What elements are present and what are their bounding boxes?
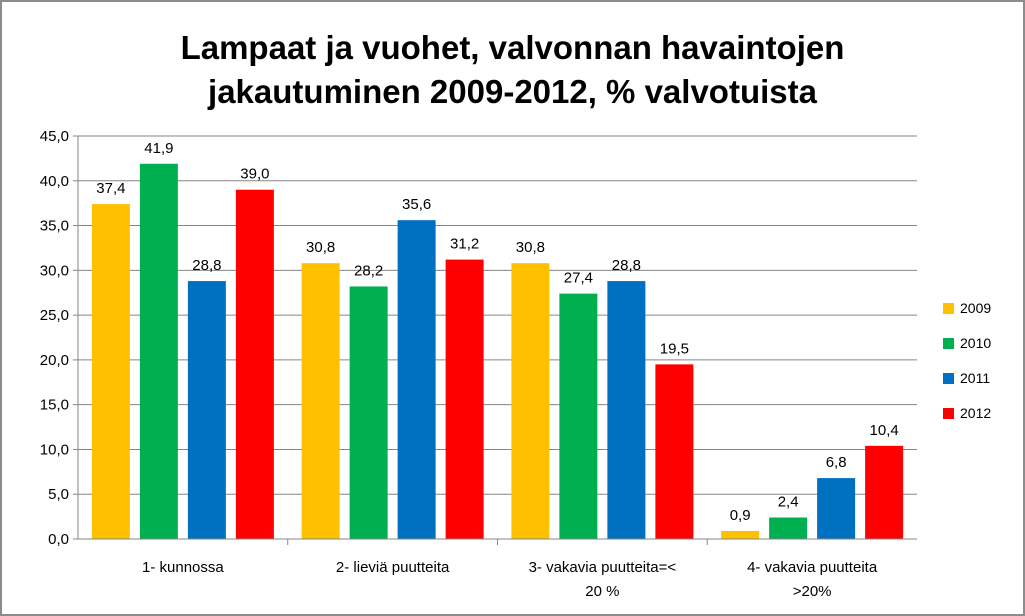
x-category-label: 4- vakavia puutteita	[747, 559, 878, 576]
chart-title: Lampaat ja vuohet, valvonnan havaintojen…	[2, 26, 1023, 114]
bar-2009-cat-3	[511, 263, 550, 539]
bar-2010-cat-2	[349, 286, 388, 539]
bar-2009-cat-4	[721, 530, 760, 539]
x-category-label: 20 %	[585, 583, 619, 600]
y-tick-label: 20,0	[40, 352, 69, 369]
y-tick-label: 30,0	[40, 262, 69, 279]
legend-swatch	[943, 407, 954, 419]
data-label: 35,6	[402, 196, 431, 213]
legend-item-2009: 2009	[943, 298, 991, 318]
data-label: 39,0	[240, 166, 269, 183]
bar-2009-cat-1	[91, 204, 130, 539]
y-tick-label: 15,0	[40, 397, 69, 414]
data-label: 10,4	[870, 422, 899, 439]
bar-2011-cat-4	[817, 478, 856, 539]
data-label: 41,9	[144, 140, 173, 157]
legend-label: 2009	[960, 300, 992, 316]
bar-2012-cat-2	[445, 259, 484, 539]
legend-label: 2011	[960, 370, 991, 386]
data-label: 19,5	[660, 340, 689, 357]
x-category-label: 2- lieviä puutteita	[336, 559, 450, 576]
legend-item-2011: 2011	[943, 368, 990, 388]
y-tick-label: 0,0	[48, 531, 69, 548]
bar-2011-cat-2	[397, 220, 436, 539]
data-label: 31,2	[450, 236, 479, 253]
data-label: 27,4	[564, 270, 593, 287]
bar-2010-cat-3	[559, 293, 598, 539]
bar-2010-cat-1	[139, 163, 178, 540]
y-tick-label: 10,0	[40, 441, 69, 458]
y-tick-label: 25,0	[40, 307, 69, 324]
data-label: 28,8	[612, 257, 641, 274]
bar-2012-cat-3	[655, 364, 694, 539]
x-category-label: >20%	[793, 583, 832, 600]
legend-item-2012: 2012	[943, 403, 991, 423]
data-label: 37,4	[96, 180, 125, 197]
y-tick-label: 5,0	[48, 486, 69, 503]
chart-title-line-1: Lampaat ja vuohet, valvonnan havaintojen	[180, 29, 845, 66]
bar-2012-cat-1	[235, 189, 274, 539]
y-tick-label: 35,0	[40, 218, 69, 235]
legend-swatch	[943, 337, 954, 349]
data-label: 28,2	[354, 262, 383, 279]
legend-label: 2010	[960, 335, 992, 351]
legend-swatch	[943, 372, 954, 384]
legend-swatch	[943, 302, 954, 314]
data-label: 6,8	[826, 454, 847, 471]
chart-title-line-2: jakautuminen 2009-2012, % valvotuista	[208, 73, 817, 110]
data-label: 2,4	[778, 494, 799, 511]
data-label: 30,8	[306, 239, 335, 256]
data-label: 30,8	[516, 239, 545, 256]
x-category-label: 1- kunnossa	[142, 559, 224, 576]
data-label: 0,9	[730, 507, 751, 524]
bar-2012-cat-4	[865, 445, 904, 539]
legend-item-2010: 2010	[943, 333, 991, 353]
bar-2009-cat-2	[301, 263, 340, 539]
bar-2010-cat-4	[769, 517, 808, 539]
legend-label: 2012	[960, 405, 992, 421]
bar-2011-cat-3	[607, 281, 646, 539]
y-tick-label: 45,0	[40, 128, 69, 145]
data-label: 28,8	[192, 257, 221, 274]
bar-2011-cat-1	[187, 281, 226, 539]
y-tick-label: 40,0	[40, 173, 69, 190]
x-category-label: 3- vakavia puutteita=<	[529, 559, 677, 576]
